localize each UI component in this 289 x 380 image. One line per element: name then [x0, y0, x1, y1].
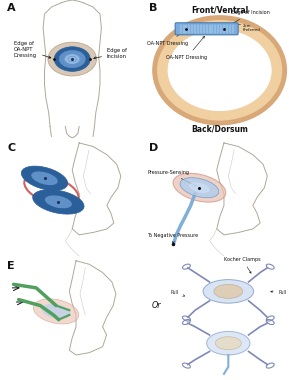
Ellipse shape	[155, 17, 285, 123]
Text: To Negative Pressure: To Negative Pressure	[147, 233, 199, 244]
Text: Edge of Incision: Edge of Incision	[227, 10, 270, 27]
Ellipse shape	[203, 280, 254, 303]
Text: OA-NPT Dressing: OA-NPT Dressing	[166, 36, 207, 60]
Ellipse shape	[21, 166, 68, 190]
Ellipse shape	[180, 178, 219, 198]
Text: Front/Ventral: Front/Ventral	[191, 6, 248, 14]
Ellipse shape	[45, 195, 72, 208]
Text: 2cm
Preferred: 2cm Preferred	[243, 24, 260, 32]
Ellipse shape	[215, 337, 241, 350]
Ellipse shape	[64, 54, 81, 65]
Ellipse shape	[214, 284, 243, 298]
Ellipse shape	[207, 331, 250, 355]
FancyBboxPatch shape	[175, 23, 238, 35]
Text: D: D	[149, 143, 158, 153]
Ellipse shape	[33, 299, 79, 324]
Text: B: B	[149, 3, 157, 13]
Text: Edge of
Incision: Edge of Incision	[94, 48, 127, 59]
Ellipse shape	[168, 30, 272, 111]
Ellipse shape	[31, 171, 58, 185]
Ellipse shape	[189, 182, 210, 193]
Ellipse shape	[48, 42, 97, 76]
Ellipse shape	[54, 47, 90, 71]
Text: E: E	[7, 261, 14, 271]
Text: Back/Dorsum: Back/Dorsum	[191, 125, 248, 134]
Text: Pressure-Sensing: Pressure-Sensing	[147, 169, 196, 186]
Ellipse shape	[33, 190, 84, 214]
Ellipse shape	[173, 173, 226, 202]
Text: C: C	[7, 143, 15, 153]
Text: Or: Or	[152, 301, 161, 310]
Text: Pull: Pull	[171, 290, 185, 296]
Ellipse shape	[59, 50, 86, 68]
Text: OA-NPT Dressing: OA-NPT Dressing	[147, 31, 188, 46]
Ellipse shape	[42, 304, 70, 319]
Text: Edge of
OA-NPT
Dressing: Edge of OA-NPT Dressing	[14, 41, 51, 58]
Text: Kocher Clamps: Kocher Clamps	[224, 257, 261, 273]
Text: Pull: Pull	[271, 290, 287, 295]
Text: A: A	[7, 3, 16, 13]
